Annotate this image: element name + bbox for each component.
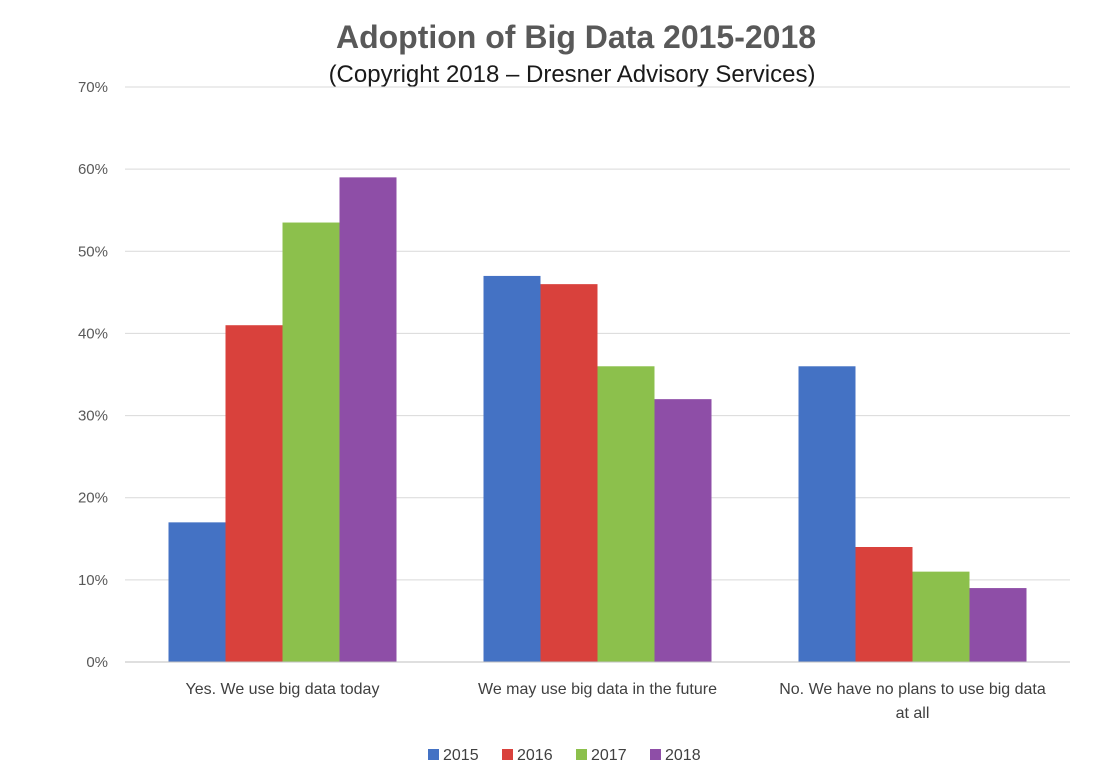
y-axis-ticks: 0% 10% 20% 30% 40% 50% 60% 70% (78, 79, 108, 671)
bar-2015-cat-1 (483, 275, 541, 662)
legend-swatch-2018 (650, 749, 661, 760)
chart-subtitle: (Copyright 2018 – Dresner Advisory Servi… (329, 61, 816, 88)
y-tick-label: 30% (78, 408, 108, 425)
bar-2018-cat-2 (969, 588, 1027, 662)
category-label: No. We have no plans to use big data (779, 681, 1046, 698)
bar-2016-cat-2 (855, 547, 913, 662)
legend-swatch-2016 (502, 749, 513, 760)
bar-2016-cat-0 (225, 325, 283, 662)
y-tick-label: 20% (78, 490, 108, 507)
y-tick-label: 10% (78, 572, 108, 589)
category-labels: Yes. We use big data today We may use big… (186, 681, 1046, 722)
chart-title: Adoption of Big Data 2015-2018 (336, 19, 816, 55)
legend-swatch-2015 (428, 749, 439, 760)
bar-2015-cat-2 (798, 366, 856, 662)
category-label: Yes. We use big data today (186, 681, 380, 698)
legend: 2015 2016 2017 2018 (428, 747, 701, 764)
bar-2017-cat-2 (912, 571, 970, 662)
bar-2018-cat-0 (339, 177, 397, 662)
y-tick-label: 50% (78, 243, 108, 260)
category-label: We may use big data in the future (478, 681, 717, 698)
bar-2015-cat-0 (168, 522, 226, 662)
legend-swatch-2017 (576, 749, 587, 760)
bars (168, 177, 1027, 663)
category-label: at all (896, 705, 930, 722)
bar-2017-cat-1 (597, 366, 655, 662)
y-tick-label: 0% (86, 654, 108, 671)
bar-2018-cat-1 (654, 399, 712, 662)
bar-2017-cat-0 (282, 222, 340, 663)
legend-label-2016: 2016 (517, 747, 553, 764)
y-tick-label: 60% (78, 161, 108, 178)
bar-2016-cat-1 (540, 284, 598, 662)
y-tick-label: 70% (78, 79, 108, 96)
legend-label-2018: 2018 (665, 747, 701, 764)
y-tick-label: 40% (78, 325, 108, 342)
legend-label-2017: 2017 (591, 747, 627, 764)
legend-label-2015: 2015 (443, 747, 479, 764)
